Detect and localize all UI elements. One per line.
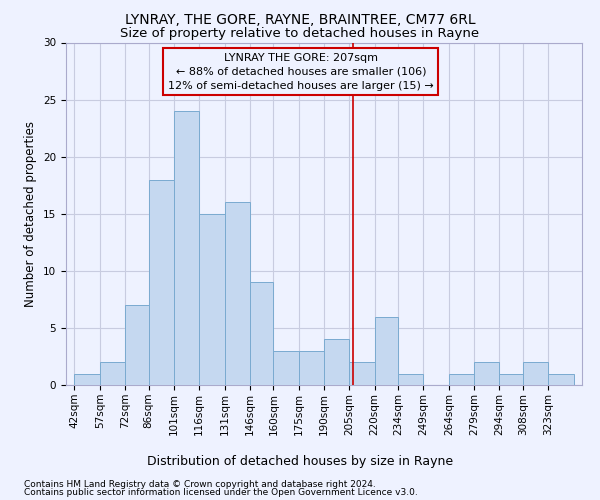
Text: LYNRAY, THE GORE, RAYNE, BRAINTREE, CM77 6RL: LYNRAY, THE GORE, RAYNE, BRAINTREE, CM77… [125,12,475,26]
Bar [174,111,199,385]
Bar [398,374,424,385]
Y-axis label: Number of detached properties: Number of detached properties [25,120,37,306]
Bar [449,374,474,385]
Text: Contains HM Land Registry data © Crown copyright and database right 2024.: Contains HM Land Registry data © Crown c… [24,480,376,489]
Text: Contains public sector information licensed under the Open Government Licence v3: Contains public sector information licen… [24,488,418,497]
Bar [74,374,100,385]
Bar [199,214,224,385]
Bar [274,351,299,385]
Bar [125,305,149,385]
Bar [224,202,250,385]
Bar [499,374,523,385]
Bar [299,351,324,385]
Text: Size of property relative to detached houses in Rayne: Size of property relative to detached ho… [121,28,479,40]
Bar [324,340,349,385]
Bar [474,362,499,385]
Bar [548,374,574,385]
Text: LYNRAY THE GORE: 207sqm
← 88% of detached houses are smaller (106)
12% of semi-d: LYNRAY THE GORE: 207sqm ← 88% of detache… [168,53,434,91]
Bar [250,282,274,385]
Bar [149,180,174,385]
Text: Distribution of detached houses by size in Rayne: Distribution of detached houses by size … [147,455,453,468]
Bar [523,362,548,385]
Bar [349,362,374,385]
Bar [100,362,125,385]
Bar [374,316,398,385]
